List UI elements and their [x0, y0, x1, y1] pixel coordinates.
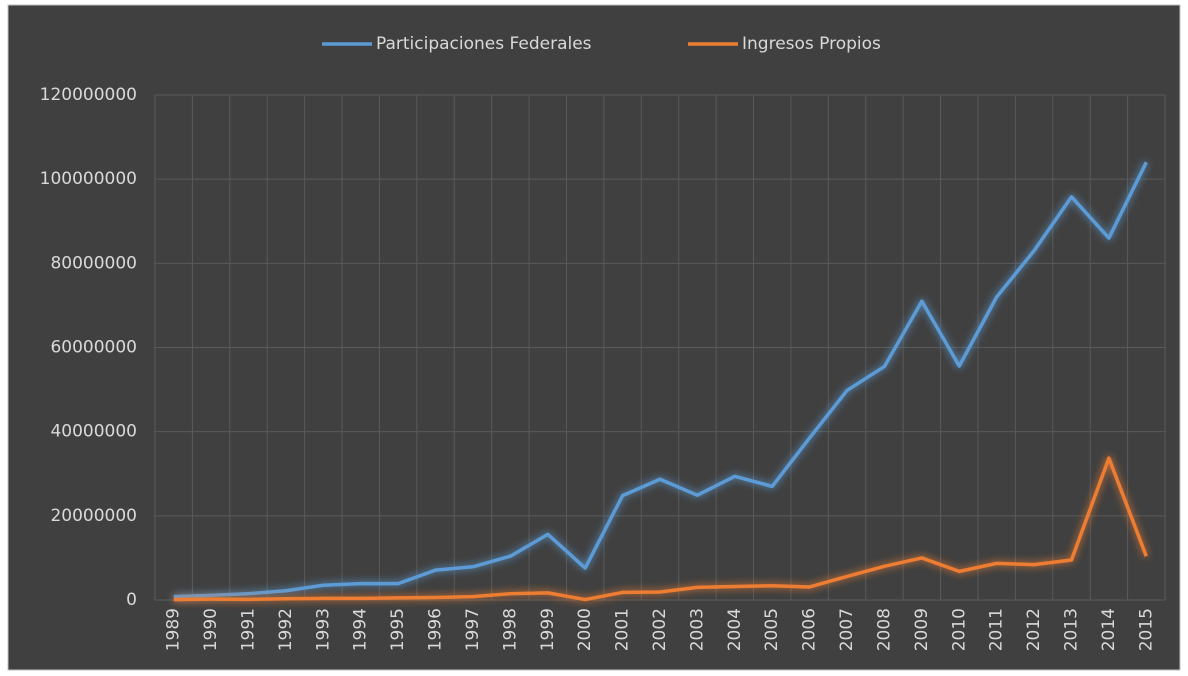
x-tick-label: 2006 [800, 608, 820, 651]
y-tick-label: 40000000 [50, 422, 137, 442]
x-tick-label: 2011 [987, 608, 1007, 651]
y-tick-label: 120000000 [40, 85, 137, 105]
x-tick-label: 1996 [426, 608, 446, 651]
x-tick-label: 1997 [463, 608, 483, 651]
y-tick-label: 60000000 [50, 338, 137, 358]
x-tick-label: 1989 [164, 608, 184, 651]
x-tick-label: 2004 [725, 608, 745, 651]
x-tick-label: 2001 [613, 608, 633, 651]
x-tick-label: 2012 [1024, 608, 1044, 651]
x-tick-label: 2000 [575, 608, 595, 651]
line-series [173, 161, 1148, 599]
x-tick-label: 1993 [313, 608, 333, 651]
x-tick-label: 1991 [239, 608, 259, 651]
x-tick-label: 1999 [538, 608, 558, 651]
x-tick-label: 1995 [388, 608, 408, 651]
x-tick-label: 2010 [949, 608, 969, 651]
x-tick-label: 2005 [762, 608, 782, 651]
chart-background [7, 4, 1181, 671]
x-tick-label: 2003 [687, 608, 707, 651]
legend-label: Ingresos Propios [742, 34, 881, 54]
x-tick-label: 2014 [1099, 608, 1119, 651]
x-tick-label: 2009 [912, 608, 932, 651]
x-tick-label: 2007 [837, 608, 857, 651]
x-tick-label: 2008 [874, 608, 894, 651]
legend-label: Participaciones Federales [376, 34, 592, 54]
line-series [173, 456, 1148, 602]
y-tick-label: 0 [126, 590, 137, 610]
x-tick-label: 2013 [1061, 608, 1081, 651]
y-tick-label: 80000000 [50, 253, 137, 273]
x-tick-label: 2015 [1136, 608, 1156, 651]
x-tick-label: 2002 [650, 608, 670, 651]
x-tick-label: 1994 [351, 608, 371, 651]
x-tick-label: 1990 [201, 608, 221, 651]
x-tick-label: 1992 [276, 608, 296, 651]
y-tick-label: 20000000 [50, 506, 137, 526]
y-tick-label: 100000000 [40, 169, 137, 189]
x-tick-label: 1998 [500, 608, 520, 651]
